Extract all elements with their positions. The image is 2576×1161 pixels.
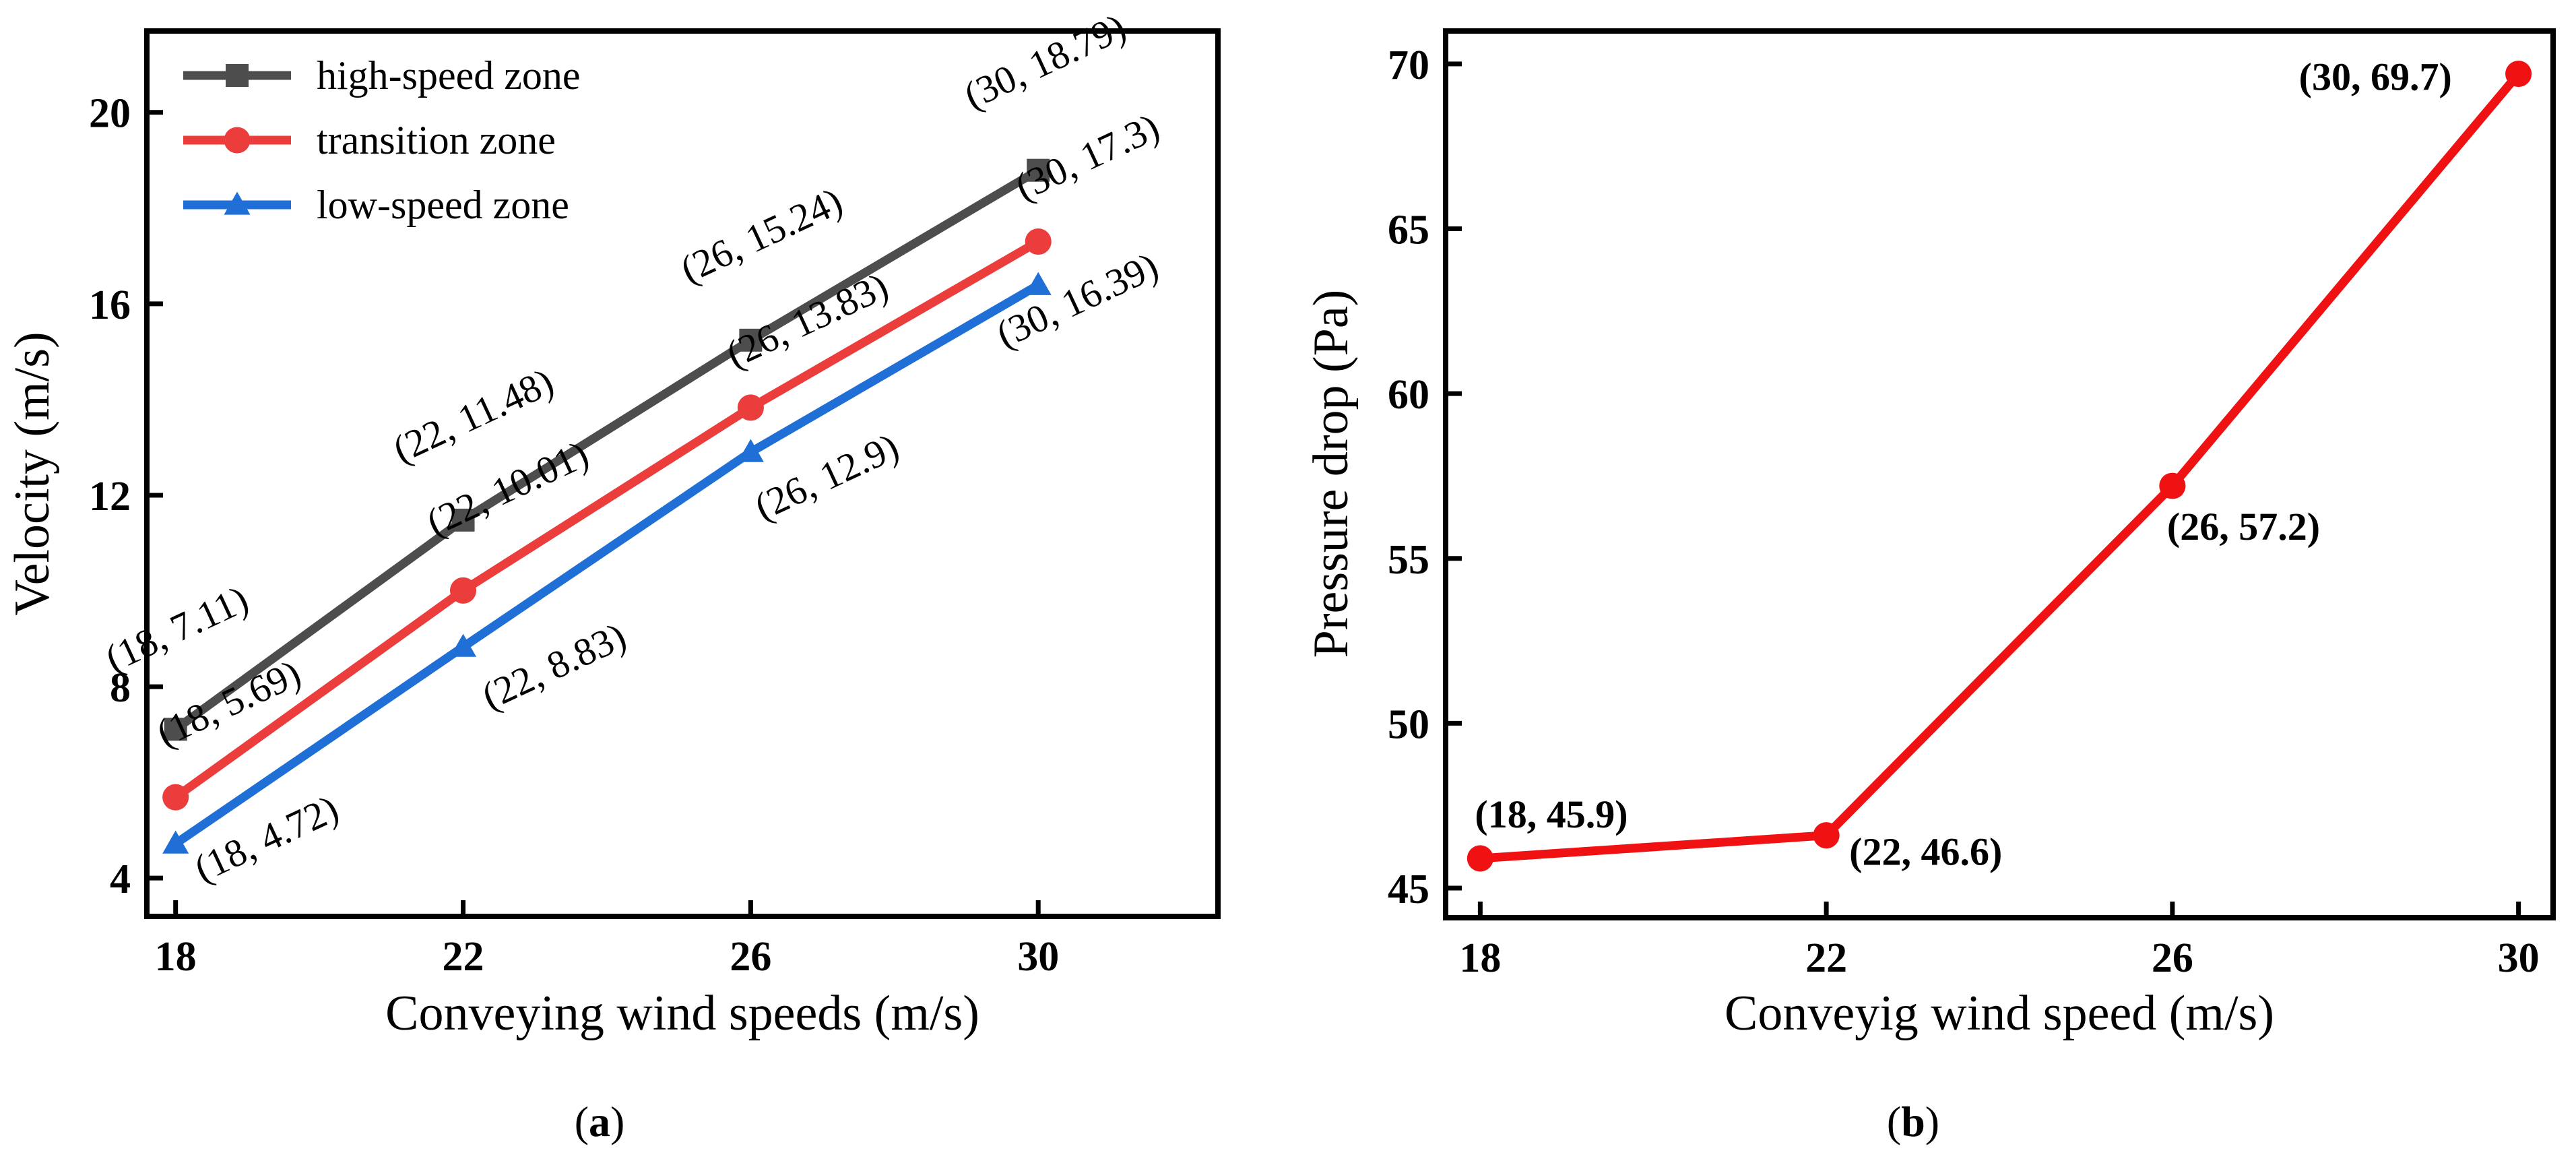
data-point-1-0-2 bbox=[2159, 472, 2186, 499]
x-tick-label-0-1: 22 bbox=[443, 934, 484, 980]
data-point-0-1-0 bbox=[162, 784, 189, 811]
data-point-0-0-2 bbox=[739, 328, 763, 352]
series-line-0-1 bbox=[172, 237, 1041, 801]
data-point-0-2-2 bbox=[737, 439, 764, 462]
data-point-0-1-3 bbox=[1025, 228, 1052, 255]
y-tick-label-1-5: 70 bbox=[1388, 42, 1429, 88]
y-tick-label-0-4: 20 bbox=[89, 91, 131, 137]
series-line-0-2 bbox=[173, 281, 1041, 848]
y-tick-label-1-1: 50 bbox=[1388, 701, 1429, 747]
data-label-1-0-2: (26, 57.2) bbox=[2167, 505, 2320, 548]
y-tick-label-0-3: 16 bbox=[89, 282, 131, 328]
data-point-0-0-0 bbox=[164, 718, 187, 741]
plot-frame-1 bbox=[1443, 28, 2556, 920]
legend-label-2: low-speed zone bbox=[317, 183, 569, 227]
plot-frame-0 bbox=[144, 28, 1221, 919]
panel-b-pressure-drop-chart: 18 22 26 30 45 50 55 60 65 70 Conveyig wind speed … bbox=[1303, 28, 2556, 1041]
y-tick-label-0-1: 8 bbox=[110, 665, 131, 711]
y-tick-label-1-0: 45 bbox=[1388, 867, 1429, 912]
data-point-0-2-0 bbox=[162, 830, 189, 854]
x-axis-title-1: Conveyig wind speed (m/s) bbox=[1725, 986, 2274, 1041]
y-axis-title-1: Pressure drop (Pa) bbox=[1303, 290, 1359, 658]
y-tick-label-1-3: 60 bbox=[1388, 372, 1429, 418]
data-label-1-0-1: (22, 46.6) bbox=[1849, 830, 2002, 874]
legend-marker-1 bbox=[224, 127, 251, 154]
data-label-1-0-0: (18, 45.9) bbox=[1475, 792, 1628, 836]
y-axis-title-0: Velocity (m/s) bbox=[5, 332, 60, 615]
data-point-1-0-0 bbox=[1467, 845, 1493, 872]
caption-b: (b) bbox=[1887, 1098, 1939, 1146]
y-tick-label-1-2: 55 bbox=[1388, 537, 1429, 583]
data-point-0-1-2 bbox=[737, 394, 764, 421]
caption-a: (a) bbox=[575, 1098, 625, 1146]
data-point-1-0-3 bbox=[2505, 61, 2532, 88]
caption-a-letter: a bbox=[589, 1098, 610, 1146]
x-tick-label-0-3: 30 bbox=[1017, 934, 1059, 980]
legend-label-0: high-speed zone bbox=[317, 53, 581, 98]
data-point-0-1-1 bbox=[449, 577, 477, 604]
data-point-0-0-3 bbox=[1027, 158, 1050, 182]
legend-marker-0 bbox=[226, 64, 249, 87]
data-point-0-0-1 bbox=[451, 508, 475, 532]
data-label-1-0-3: (30, 69.7) bbox=[2299, 55, 2452, 99]
y-tick-label-0-2: 12 bbox=[89, 474, 131, 520]
data-point-1-0-1 bbox=[1813, 822, 1840, 849]
x-tick-label-1-3: 30 bbox=[2498, 935, 2540, 981]
data-point-0-2-1 bbox=[449, 633, 477, 657]
x-tick-label-1-2: 26 bbox=[2152, 935, 2193, 981]
y-tick-label-1-4: 65 bbox=[1388, 208, 1429, 253]
x-axis-title-0: Conveying wind speeds (m/s) bbox=[385, 986, 979, 1041]
series-line-1-0 bbox=[1479, 71, 2522, 863]
x-tick-label-1-0: 18 bbox=[1459, 935, 1501, 981]
x-tick-label-1-1: 22 bbox=[1805, 935, 1847, 981]
series-line-0-0 bbox=[172, 166, 1041, 733]
legend-marker-2 bbox=[224, 191, 251, 215]
legend-label-1: transition zone bbox=[317, 118, 556, 162]
x-tick-label-0-0: 18 bbox=[155, 934, 197, 980]
y-tick-label-0-0: 4 bbox=[110, 856, 131, 902]
x-tick-label-0-2: 26 bbox=[730, 934, 771, 980]
data-point-0-2-3 bbox=[1025, 272, 1052, 295]
caption-b-letter: b bbox=[1901, 1098, 1925, 1146]
